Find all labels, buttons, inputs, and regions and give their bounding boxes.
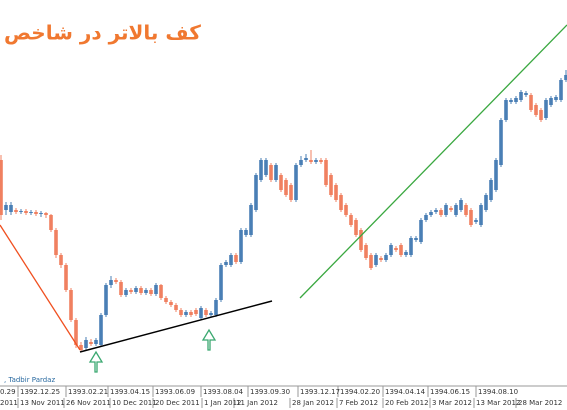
x-tick-label: 1393.06.09: [155, 388, 195, 396]
x-tick-label: 7 Feb 2012: [339, 399, 378, 407]
trend-line: [0, 224, 81, 351]
x-tick-label: 2011: [0, 399, 18, 407]
x-tick-label: 0.29: [0, 388, 16, 396]
channel-line: [299, 24, 567, 299]
x-tick-label: 3 Mar 2012: [432, 399, 472, 407]
x-tick-label: 10 Dec 2011: [112, 399, 157, 407]
x-tick-label: 1393.12.17: [300, 388, 340, 396]
x-tick-label: 13 Mar 2012: [476, 399, 520, 407]
arrow-up: [88, 350, 104, 373]
x-tick-label: 28 Jan 2012: [292, 399, 334, 407]
x-tick-label: 28 Mar 2012: [518, 399, 562, 407]
x-tick-label: 1394.06.15: [430, 388, 470, 396]
x-tick-label: 20 Feb 2012: [385, 399, 429, 407]
x-tick-label: 20 Dec 2011: [155, 399, 200, 407]
x-tick-label: 11 Jan 2012: [236, 399, 278, 407]
x-tick-label: 1394.02.20: [340, 388, 380, 396]
x-tick-label: 1394.04.14: [385, 388, 426, 396]
x-tick-label: 1393.09.30: [250, 388, 290, 396]
x-tick-label: 1393.02.21: [68, 388, 108, 396]
x-tick-label: 1394.08.10: [478, 388, 518, 396]
x-tick-label: 26 Nov 2011: [66, 399, 111, 407]
x-tick-label: 13 Nov 2011: [20, 399, 65, 407]
x-tick-label: 1393.04.15: [110, 388, 150, 396]
arrow-up: [201, 328, 217, 351]
source: , Tadbir Pardaz: [4, 376, 55, 384]
support-line: [79, 300, 273, 353]
x-tick-label: 1 Jan 2012: [204, 399, 242, 407]
x-tick-label: 1393.08.04: [203, 388, 244, 396]
chart-title: کف بالاتر در شاخص: [4, 21, 201, 45]
x-tick-label: 1392.12.25: [20, 388, 60, 396]
